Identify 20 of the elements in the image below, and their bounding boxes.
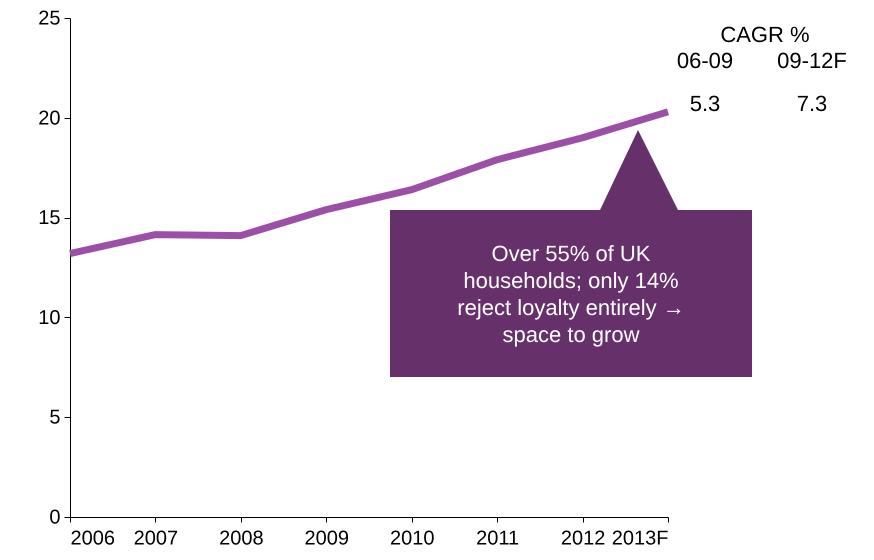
text: 7.3 [796,91,828,117]
y-tick-label: 10 [38,306,60,329]
x-tick-label: 2008 [219,528,264,550]
y-tick-label: 5 [49,406,60,429]
x-tick-label: 2009 [304,528,350,550]
y-tick-label: 25 [38,8,60,30]
text: CAGR % [720,22,810,48]
text: 09-12F [777,48,847,74]
text: 5.3 [690,91,720,117]
x-tick-label: 2006 [70,528,115,550]
y-tick-label: 0 [49,506,60,528]
x-tick-label: 2011 [476,528,520,550]
x-tick-label: 2010 [390,528,434,550]
x-tick-label: 2013F [612,528,668,550]
annotation: Over 55% of UK households; only 14% reject loyalty entirely → space to grow [456,240,686,349]
text: 06-09 [676,48,734,74]
x-tick-label: 2012 [560,528,606,550]
x-tick-label: 2007 [134,528,178,550]
y-tick-label: 20 [38,107,60,130]
y-tick-label: 15 [38,207,60,230]
